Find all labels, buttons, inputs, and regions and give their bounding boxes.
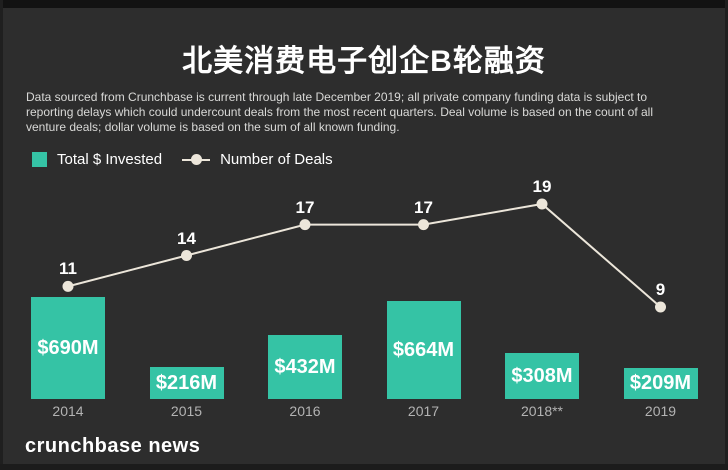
x-axis-label-2018: 2018** — [520, 403, 564, 419]
deals-point-2016 — [299, 219, 311, 231]
bar-2014: $690M — [31, 297, 105, 399]
left-border-strip — [0, 0, 3, 470]
crunchbase-news-logo: crunchbase news — [25, 435, 201, 457]
page-title: 北美消费电子创企B轮融资 — [182, 45, 546, 78]
deals-line — [67, 202, 662, 308]
deals-line-chart — [62, 198, 666, 313]
description-line-1: Data sourced from Crunchbase is current … — [26, 90, 647, 104]
deals-point-2018 — [536, 198, 548, 210]
deal-count-label: 9 — [655, 280, 666, 299]
x-axis-label-2017: 2017 — [407, 403, 440, 419]
x-axis-label-2015: 2015 — [170, 403, 203, 419]
bottom-border-strip — [0, 464, 728, 470]
dot-sample — [191, 154, 203, 165]
deals-point-2019 — [655, 301, 666, 313]
bar-value-label: $308M — [511, 364, 573, 387]
deals-point-2017 — [418, 219, 429, 231]
bar-2016: $432M — [268, 335, 342, 399]
deal-count-label: 14 — [177, 228, 196, 248]
deal-count-label: 17 — [414, 197, 433, 217]
bar-value-label: $664M — [392, 338, 455, 361]
x-axis-label-2019: 2019 — [644, 403, 677, 419]
line-series-label: Number of Deals — [220, 151, 333, 168]
chart-area: $690M 2014 $216M 2015 $432M 2016 $664M 2017 $308… — [0, 177, 728, 425]
bar-value-label: $209M — [629, 372, 692, 394]
deal-count-label: 11 — [59, 259, 77, 279]
deals-point-2014 — [62, 280, 74, 292]
right-border-strip — [725, 0, 728, 470]
bar-2019: $209M — [623, 368, 698, 399]
deals-point-2015 — [181, 250, 192, 261]
bar-series-swatch — [32, 152, 47, 167]
x-axis-label-2016: 2016 — [289, 403, 321, 419]
bar-2017: $664M — [386, 301, 461, 399]
description-line-3: venture deals; dollar volume is based on… — [26, 120, 400, 134]
bar-value-label: $216M — [155, 371, 218, 394]
line-series-marker-icon — [182, 152, 211, 167]
description-line-2: reporting delays which could undercount … — [26, 105, 654, 119]
bar-2015: $216M — [149, 367, 224, 399]
deal-count-label: 17 — [295, 197, 315, 217]
chart-legend: Total $ Invested Number of Deals — [32, 151, 333, 168]
deal-count-label: 19 — [532, 177, 552, 196]
top-border-strip — [0, 0, 728, 8]
bar-2018: $308M — [505, 353, 579, 399]
x-axis-label-2014: 2014 — [52, 403, 84, 419]
bar-value-label: $432M — [274, 355, 336, 378]
chart-description: Data sourced from Crunchbase is current … — [26, 90, 706, 135]
bar-series-label: Total $ Invested — [57, 151, 163, 168]
bar-value-label: $690M — [37, 336, 99, 359]
